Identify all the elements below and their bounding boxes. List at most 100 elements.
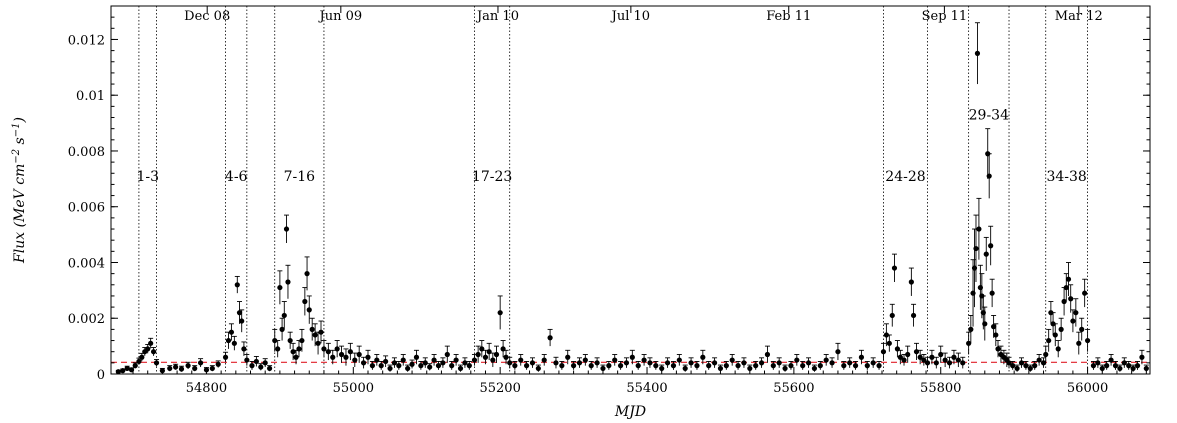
data-point: [325, 349, 331, 355]
data-point: [955, 357, 961, 363]
data-point: [409, 361, 415, 367]
data-point: [318, 329, 324, 335]
data-point: [553, 360, 559, 366]
data-point: [629, 354, 635, 360]
data-point: [1052, 332, 1058, 338]
data-point: [647, 360, 653, 366]
data-point: [973, 245, 979, 252]
data-point: [309, 326, 315, 332]
data-point: [518, 357, 524, 363]
data-point: [910, 312, 917, 319]
data-point: [1040, 360, 1047, 366]
data-point: [891, 265, 898, 271]
data-point: [120, 368, 126, 374]
data-point: [770, 363, 776, 369]
top-tick-label: Jul 10: [610, 9, 650, 24]
data-point: [486, 349, 492, 355]
data-point: [457, 365, 464, 372]
data-point: [847, 360, 853, 366]
data-point: [535, 365, 541, 372]
data-point: [215, 361, 221, 367]
data-point: [917, 354, 923, 360]
data-point: [1108, 357, 1114, 363]
top-tick-label: Jun 09: [318, 9, 363, 24]
data-point: [886, 340, 892, 346]
data-point: [1104, 363, 1110, 369]
data-point: [977, 284, 983, 291]
data-point: [1018, 360, 1025, 366]
data-point: [225, 337, 232, 344]
data-point: [241, 346, 247, 352]
data-point: [1065, 276, 1072, 282]
data-point: [405, 365, 411, 372]
data-point: [369, 363, 376, 369]
data-point: [995, 346, 1001, 352]
data-point: [541, 357, 547, 363]
y-tick-label: 0.002: [68, 312, 105, 327]
y-tick-label: 0: [97, 368, 105, 383]
data-point: [304, 271, 310, 277]
data-point: [148, 340, 154, 346]
data-point: [1112, 363, 1119, 369]
period-label: 17-23: [472, 169, 512, 185]
data-point: [908, 279, 914, 285]
data-point: [870, 360, 876, 366]
data-point: [576, 360, 583, 366]
data-point: [559, 363, 565, 369]
data-point: [383, 358, 389, 365]
data-point: [1126, 363, 1132, 369]
y-tick-label: 0.008: [68, 145, 105, 160]
x-axis-ticks: 54800 55000 55200 55400 55600 55800 56000: [132, 367, 1147, 396]
data-point: [209, 365, 215, 372]
data-point: [283, 226, 290, 232]
data-point: [222, 354, 229, 360]
x-tick-label: 55000: [333, 381, 374, 396]
data-point: [606, 363, 612, 369]
data-point: [231, 340, 237, 346]
data-point: [1068, 296, 1074, 302]
data-point: [471, 357, 478, 363]
data-point: [1082, 290, 1088, 296]
data-point: [1032, 363, 1038, 369]
data-point: [1095, 360, 1101, 366]
period-boundary-lines: [138, 6, 1088, 374]
data-point: [971, 265, 978, 271]
data-points: [115, 50, 1149, 375]
data-point: [529, 360, 536, 366]
data-point: [343, 354, 349, 360]
data-point: [1143, 365, 1149, 372]
data-point: [1014, 365, 1020, 372]
data-point: [635, 363, 641, 369]
data-point: [293, 354, 299, 360]
data-point: [150, 349, 157, 355]
data-point: [983, 251, 989, 257]
data-point: [249, 363, 255, 369]
data-point: [776, 360, 782, 366]
data-point: [1055, 346, 1061, 352]
data-point: [1099, 365, 1105, 372]
data-point: [356, 351, 362, 358]
data-point: [588, 363, 594, 369]
data-point: [921, 357, 927, 363]
data-point: [272, 337, 278, 344]
data-point: [482, 354, 489, 360]
top-tick-label: Sep 11: [922, 9, 968, 24]
data-point: [391, 360, 398, 366]
data-point: [503, 354, 509, 360]
data-point: [570, 363, 577, 369]
data-point: [267, 365, 273, 372]
data-point: [990, 324, 997, 330]
data-point: [988, 243, 994, 249]
data-point: [747, 365, 753, 372]
data-point: [753, 363, 759, 369]
data-point: [338, 351, 345, 358]
data-point: [1036, 357, 1042, 363]
y-tick-label: 0.006: [68, 201, 105, 216]
data-point: [173, 364, 179, 370]
data-point: [829, 360, 835, 366]
data-point: [1134, 363, 1141, 369]
data-point: [800, 363, 806, 369]
top-tick-label: Feb 11: [766, 9, 811, 24]
period-label: 4-6: [225, 169, 248, 185]
top-tick-label: Jan 10: [475, 9, 519, 24]
